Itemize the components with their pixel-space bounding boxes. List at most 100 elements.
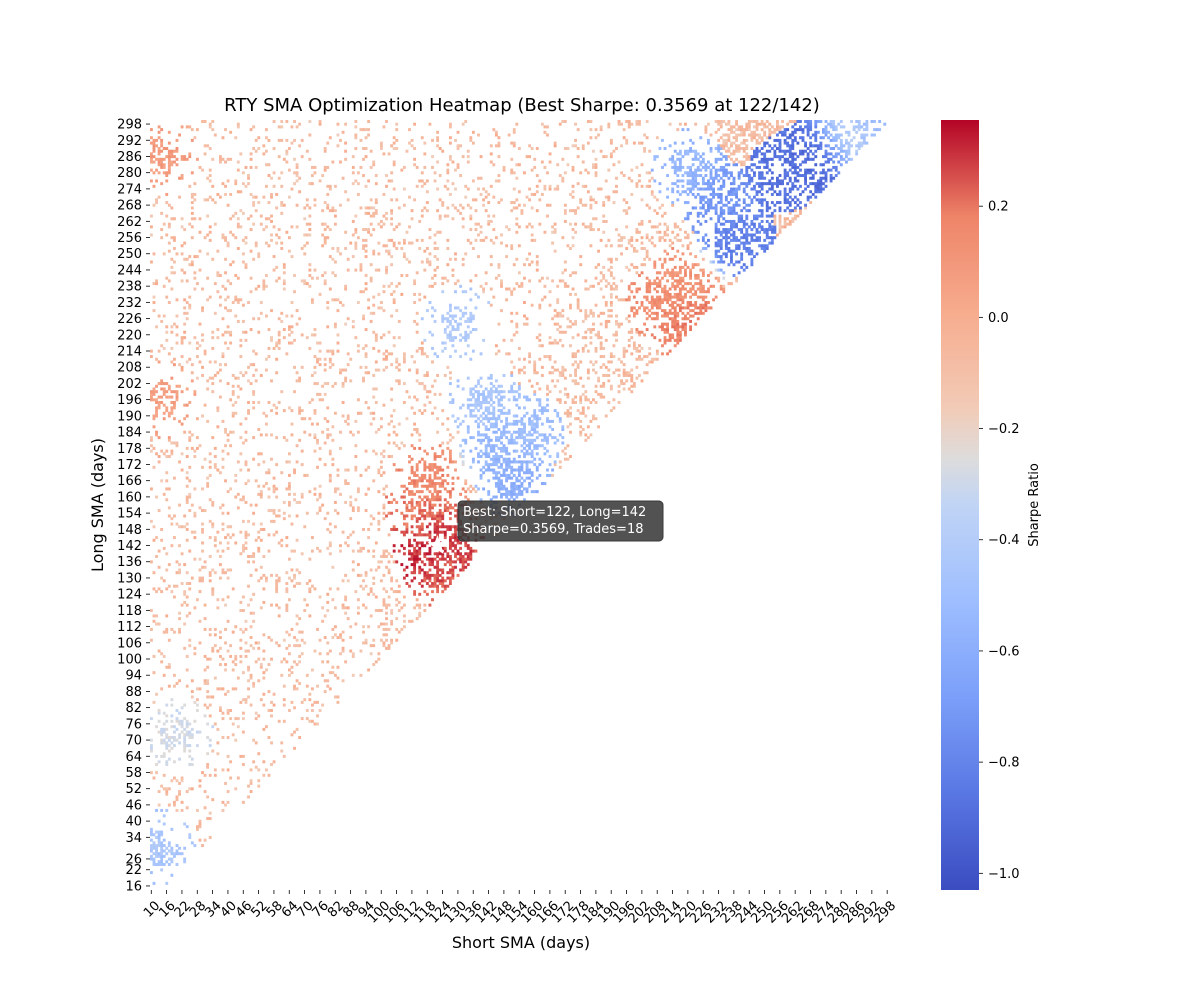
heatmap-cell — [415, 430, 419, 434]
heatmap-cell — [170, 736, 174, 739]
heatmap-cell — [533, 422, 537, 426]
heatmap-cell — [282, 336, 286, 340]
heatmap-cell — [203, 681, 207, 685]
heatmap-cell — [224, 271, 227, 275]
heatmap-cell — [461, 403, 465, 407]
heatmap-cell — [507, 352, 511, 356]
heatmap-cell — [346, 617, 350, 621]
heatmap-cell — [160, 733, 164, 737]
heatmap-cell — [551, 225, 555, 229]
heatmap-cell — [344, 368, 348, 372]
heatmap-cell — [408, 552, 411, 556]
heatmap-cell — [413, 576, 417, 580]
heatmap-cell — [267, 163, 271, 167]
heatmap-cell — [201, 168, 204, 172]
heatmap-cell — [367, 206, 371, 210]
heatmap-cell — [492, 400, 496, 404]
heatmap-cell — [530, 473, 534, 477]
heatmap-cell — [336, 473, 340, 477]
heatmap-cell — [520, 490, 524, 494]
heatmap-cell — [454, 282, 457, 286]
heatmap-cell — [609, 260, 613, 264]
heatmap-cell — [451, 217, 455, 221]
heatmap-cell — [553, 187, 557, 191]
heatmap-cell — [170, 409, 174, 413]
heatmap-cell — [372, 214, 376, 218]
heatmap-cell — [517, 465, 521, 469]
heatmap-cell — [275, 436, 279, 440]
heatmap-cell — [218, 687, 222, 691]
heatmap-cell — [321, 384, 325, 388]
heatmap-cell — [469, 554, 473, 558]
heatmap-cell — [379, 460, 383, 464]
heatmap-cell — [272, 760, 276, 764]
heatmap-cell — [198, 344, 202, 348]
heatmap-cell — [487, 455, 491, 459]
heatmap-cell — [336, 333, 340, 337]
heatmap-cell — [231, 392, 235, 396]
heatmap-cell — [543, 446, 547, 450]
heatmap-cell — [620, 382, 624, 386]
heatmap-cell — [408, 460, 411, 464]
heatmap-cell — [257, 768, 261, 772]
heatmap-cell — [162, 727, 166, 731]
heatmap-cell — [451, 268, 455, 272]
heatmap-cell — [382, 549, 386, 553]
heatmap-cell — [528, 468, 532, 472]
heatmap-cell — [339, 138, 342, 142]
heatmap-cell — [512, 395, 516, 399]
heatmap-cell — [374, 336, 378, 340]
heatmap-cell — [226, 157, 230, 161]
heatmap-cell — [339, 492, 342, 496]
heatmap-cell — [520, 422, 524, 426]
heatmap-cell — [175, 444, 179, 448]
heatmap-cell — [160, 862, 164, 866]
heatmap-cell — [305, 198, 309, 202]
heatmap-cell — [500, 233, 503, 237]
heatmap-cell — [466, 149, 470, 153]
heatmap-cell — [505, 352, 509, 356]
heatmap-cell — [497, 392, 501, 396]
heatmap-cell — [489, 425, 493, 429]
heatmap-cell — [170, 206, 174, 210]
heatmap-cell — [456, 379, 460, 383]
heatmap-cell — [594, 265, 598, 269]
heatmap-cell — [530, 433, 534, 437]
heatmap-cell — [402, 355, 406, 359]
heatmap-cell — [390, 455, 394, 459]
heatmap-cell — [211, 128, 215, 132]
heatmap-cell — [543, 406, 547, 410]
heatmap-cell — [295, 727, 299, 731]
heatmap-cell — [280, 120, 284, 123]
heatmap-cell — [525, 476, 529, 480]
heatmap-cell — [489, 376, 493, 380]
heatmap-cell — [208, 627, 212, 631]
heatmap-cell — [466, 160, 470, 164]
heatmap-cell — [533, 457, 537, 461]
heatmap-cell — [282, 638, 286, 642]
heatmap-cell — [155, 846, 158, 850]
heatmap-cell — [165, 471, 169, 475]
heatmap-cell — [275, 590, 279, 594]
heatmap-cell — [295, 582, 299, 585]
heatmap-cell — [277, 176, 281, 180]
heatmap-cell — [523, 428, 526, 431]
heatmap-cell — [395, 357, 399, 361]
heatmap-cell — [359, 673, 363, 677]
heatmap-cell — [175, 325, 179, 329]
heatmap-cell — [387, 441, 391, 445]
heatmap-cell — [173, 357, 176, 361]
heatmap-cell — [397, 319, 401, 323]
heatmap-cell — [257, 546, 261, 550]
heatmap-cell — [553, 314, 557, 318]
heatmap-cell — [331, 363, 335, 367]
heatmap-cell — [505, 430, 509, 434]
heatmap-cell — [254, 149, 258, 153]
heatmap-cell — [333, 382, 337, 386]
heatmap-cell — [410, 571, 414, 575]
heatmap-cell — [195, 376, 199, 380]
heatmap-cell — [236, 122, 240, 126]
heatmap-cell — [454, 328, 457, 332]
heatmap-cell — [479, 192, 483, 196]
heatmap-cell — [160, 849, 164, 853]
